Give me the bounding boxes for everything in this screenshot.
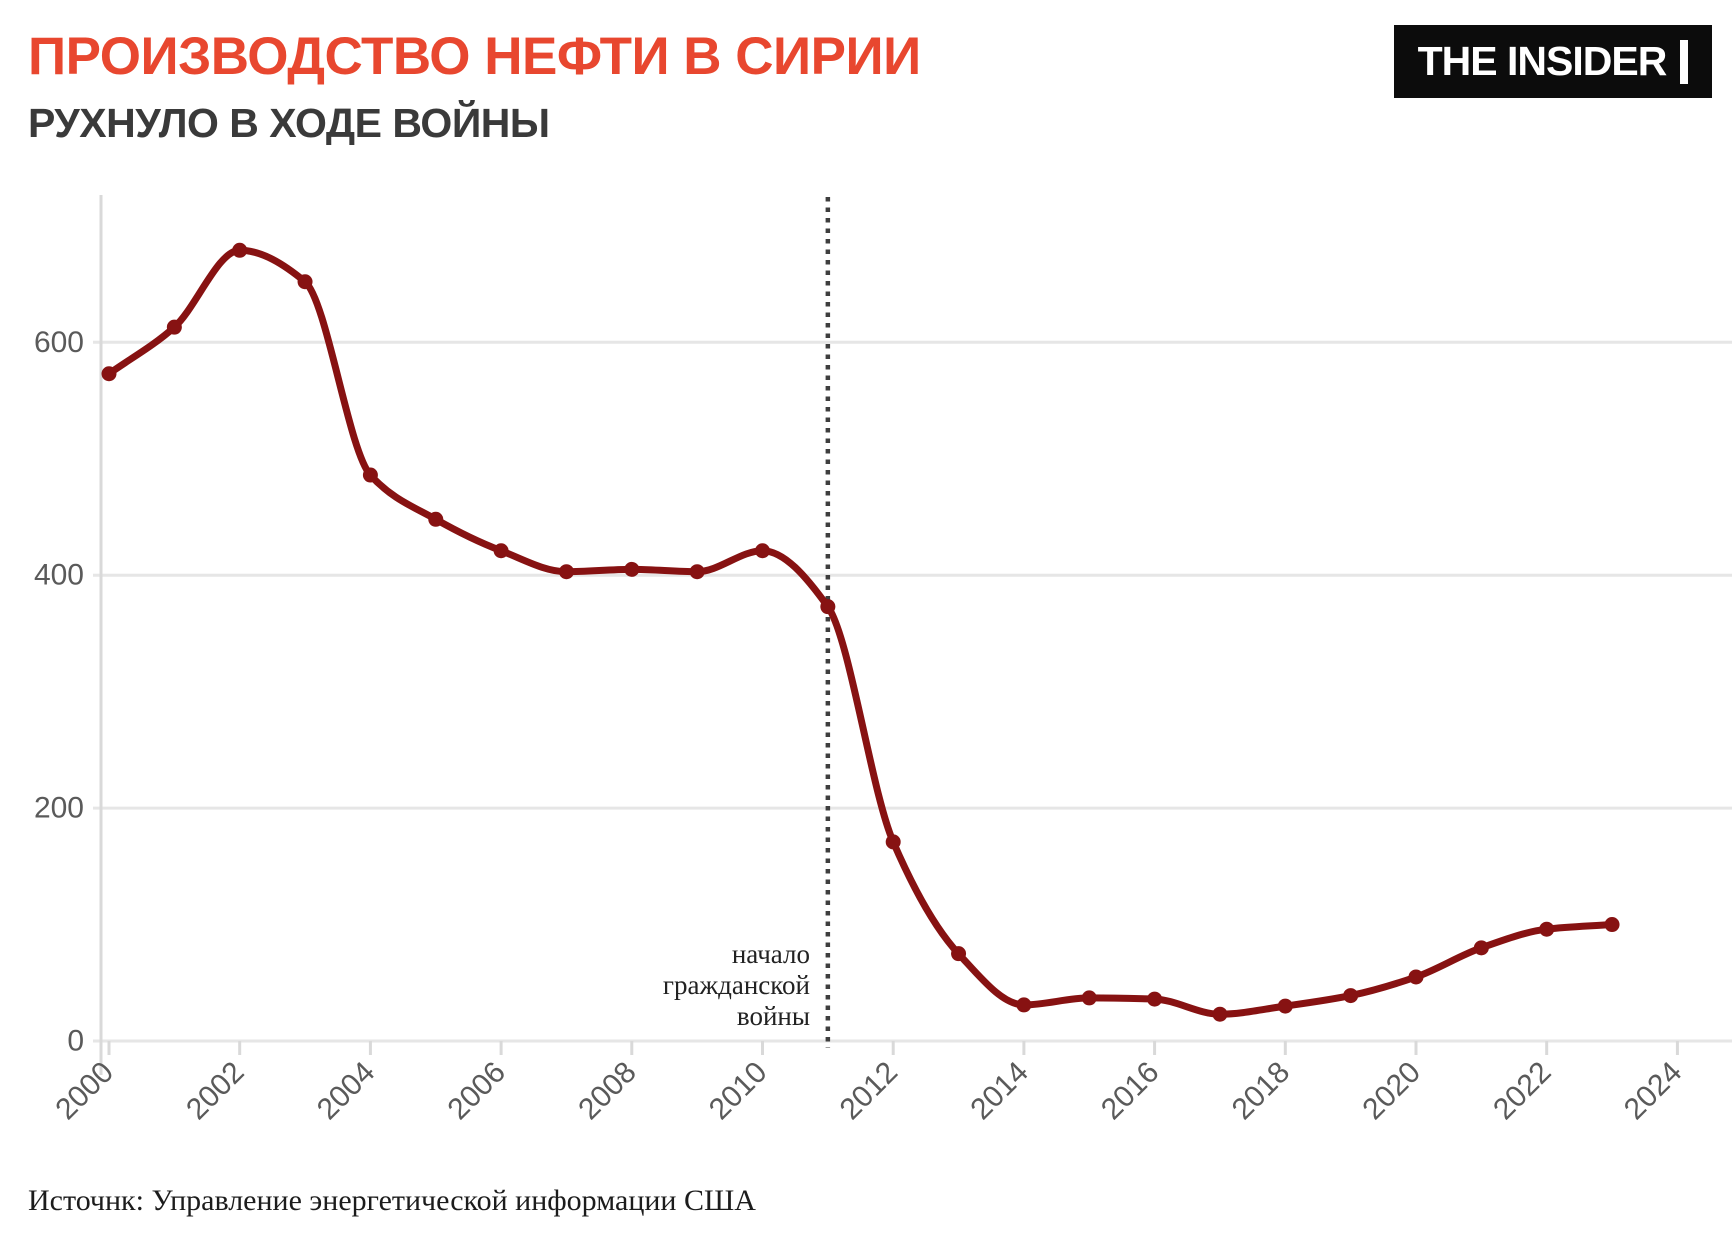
data-point-2015 — [1081, 990, 1097, 1006]
x-axis-label-2024: 2024 — [1618, 1056, 1689, 1127]
page-subtitle: РУХНУЛО В ХОДЕ ВОЙНЫ — [28, 100, 550, 146]
data-point-2022 — [1539, 921, 1555, 937]
data-point-2014 — [1016, 997, 1032, 1013]
x-axis-label-2004: 2004 — [311, 1056, 382, 1127]
data-point-2012 — [885, 834, 901, 850]
y-axis-label-400: 400 — [34, 559, 84, 592]
annotation-line: гражданской — [662, 970, 810, 1000]
data-point-2010 — [755, 543, 770, 559]
production-line — [105, 246, 1616, 1018]
y-axis-label-600: 600 — [34, 326, 84, 359]
data-point-2016 — [1147, 991, 1163, 1007]
y-axis-label-200: 200 — [34, 792, 84, 825]
logo-cursor-bar — [1680, 39, 1689, 84]
data-point-2023 — [1604, 917, 1620, 933]
x-axis-label-2002: 2002 — [180, 1056, 251, 1127]
data-point-2020 — [1408, 969, 1424, 985]
data-point-2013 — [951, 946, 967, 962]
the-insider-logo: THE INSIDER — [1394, 25, 1712, 98]
data-point-2001 — [166, 319, 182, 335]
x-axis-label-2020: 2020 — [1356, 1056, 1427, 1127]
x-axis-label-2000: 2000 — [49, 1056, 120, 1127]
civil-war-annotation: начало гражданской войны — [663, 939, 810, 1032]
data-point-2008 — [624, 561, 640, 577]
y-axis-label-0: 0 — [67, 1025, 84, 1058]
x-axis-label-2018: 2018 — [1226, 1056, 1297, 1127]
data-point-2007 — [558, 564, 574, 580]
data-point-2009 — [689, 564, 705, 580]
data-point-2017 — [1212, 1006, 1228, 1022]
x-axis-label-2022: 2022 — [1487, 1056, 1558, 1127]
data-point-2000 — [101, 366, 117, 382]
x-axis-label-2012: 2012 — [834, 1056, 905, 1127]
x-axis-label-2014: 2014 — [964, 1056, 1035, 1127]
x-axis-label-2010: 2010 — [703, 1056, 774, 1127]
x-axis-label-2006: 2006 — [442, 1056, 513, 1127]
data-point-2021 — [1473, 940, 1489, 956]
data-point-2005 — [428, 511, 444, 527]
x-axis-label-2008: 2008 — [572, 1056, 643, 1127]
data-point-2003 — [297, 274, 313, 290]
data-point-2018 — [1277, 998, 1293, 1014]
annotation-line: войны — [736, 1001, 810, 1031]
page-title: ПРОИЗВОДСТВО НЕФТИ В СИРИИ — [28, 27, 921, 86]
logo-text: THE INSIDER — [1417, 38, 1668, 84]
data-point-2002 — [232, 242, 248, 258]
data-point-2019 — [1343, 988, 1359, 1004]
x-axis-label-2016: 2016 — [1095, 1056, 1166, 1127]
data-point-2006 — [493, 543, 509, 559]
source-note: Источнк: Управление энергетической инфор… — [28, 1184, 756, 1217]
data-point-2004 — [362, 467, 378, 483]
annotation-line: начало — [731, 939, 810, 969]
data-point-2011 — [820, 599, 836, 615]
